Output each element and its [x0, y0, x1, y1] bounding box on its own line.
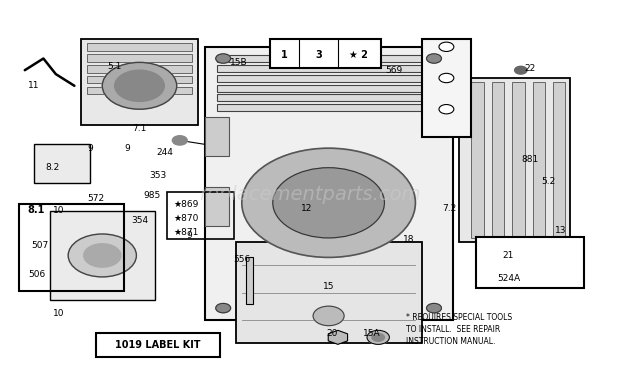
Bar	[217, 104, 440, 111]
Bar	[422, 39, 471, 136]
Text: ★870: ★870	[174, 214, 198, 223]
Circle shape	[216, 303, 231, 313]
Text: ★ 2: ★ 2	[349, 50, 368, 60]
Text: 985: 985	[143, 190, 161, 200]
Text: * REQUIRES SPECIAL TOOLS
TO INSTALL.  SEE REPAIR
INSTRUCTION MANUAL.: * REQUIRES SPECIAL TOOLS TO INSTALL. SEE…	[406, 313, 512, 346]
Text: 11: 11	[29, 81, 40, 90]
Text: 20: 20	[326, 329, 337, 338]
Bar	[87, 43, 192, 51]
Text: 15: 15	[323, 282, 334, 291]
Circle shape	[273, 168, 384, 238]
Bar	[167, 192, 234, 239]
Bar	[217, 94, 440, 101]
Bar	[205, 47, 453, 320]
Bar	[217, 75, 440, 82]
Bar	[87, 54, 192, 62]
Circle shape	[483, 267, 503, 279]
Circle shape	[515, 66, 527, 74]
Circle shape	[216, 54, 231, 63]
Text: 12: 12	[301, 204, 312, 213]
Text: 7.2: 7.2	[443, 204, 456, 213]
Bar	[19, 204, 124, 291]
Text: 572: 572	[87, 194, 105, 204]
Circle shape	[427, 54, 441, 63]
Bar	[205, 117, 229, 156]
Bar	[492, 82, 504, 238]
Circle shape	[439, 42, 454, 51]
Circle shape	[172, 136, 187, 145]
Text: 569: 569	[385, 66, 402, 75]
Bar	[459, 78, 570, 242]
Bar	[205, 187, 229, 226]
Circle shape	[367, 330, 389, 344]
Bar	[270, 39, 381, 68]
Circle shape	[313, 306, 344, 326]
Text: 881: 881	[521, 155, 539, 165]
Bar	[50, 211, 155, 300]
Circle shape	[484, 246, 502, 257]
Text: 354: 354	[131, 216, 148, 225]
Circle shape	[102, 62, 177, 109]
Text: 21: 21	[503, 251, 514, 260]
Text: ★869: ★869	[174, 200, 198, 209]
Bar	[471, 82, 484, 238]
Text: 5.2: 5.2	[542, 177, 556, 186]
Text: 7.1: 7.1	[132, 124, 147, 133]
Bar	[87, 76, 192, 83]
Bar	[217, 85, 440, 92]
Circle shape	[68, 234, 136, 277]
Text: 15B: 15B	[230, 58, 247, 67]
Bar	[533, 82, 545, 238]
Text: 353: 353	[149, 171, 167, 180]
Bar	[236, 242, 422, 343]
Text: 1: 1	[281, 50, 288, 60]
Text: 9: 9	[186, 231, 192, 241]
Bar	[476, 237, 584, 288]
Bar	[87, 87, 192, 94]
Text: 506: 506	[29, 270, 46, 280]
Text: 5.1: 5.1	[107, 62, 122, 71]
Bar	[246, 257, 253, 304]
Text: replacementparts.com: replacementparts.com	[199, 186, 421, 204]
Text: 22: 22	[525, 64, 536, 73]
Text: 556: 556	[233, 255, 250, 264]
Text: 524A: 524A	[497, 274, 520, 284]
Text: 13: 13	[556, 225, 567, 235]
Text: 8.2: 8.2	[46, 163, 60, 172]
Text: 8.1: 8.1	[27, 205, 45, 215]
Circle shape	[115, 70, 164, 101]
Circle shape	[242, 148, 415, 257]
Bar	[217, 55, 440, 62]
Text: 18: 18	[404, 235, 415, 245]
Text: 507: 507	[32, 241, 49, 250]
Text: 15A: 15A	[363, 329, 381, 338]
Circle shape	[439, 105, 454, 114]
Bar	[96, 333, 220, 357]
Bar	[512, 82, 525, 238]
Text: 10: 10	[53, 309, 64, 319]
Text: 1019 LABEL KIT: 1019 LABEL KIT	[115, 340, 201, 350]
Bar	[553, 82, 565, 238]
Bar	[217, 65, 440, 72]
Text: 3: 3	[316, 50, 322, 60]
Bar	[34, 144, 90, 183]
Circle shape	[372, 333, 384, 341]
Text: 9: 9	[124, 144, 130, 153]
Circle shape	[439, 73, 454, 83]
Circle shape	[84, 244, 121, 267]
Text: 244: 244	[156, 147, 173, 157]
Text: 10: 10	[53, 206, 64, 215]
Bar	[87, 65, 192, 73]
Text: ★871: ★871	[174, 227, 198, 237]
Circle shape	[427, 303, 441, 313]
Bar	[81, 39, 198, 125]
Text: 9: 9	[87, 144, 93, 153]
